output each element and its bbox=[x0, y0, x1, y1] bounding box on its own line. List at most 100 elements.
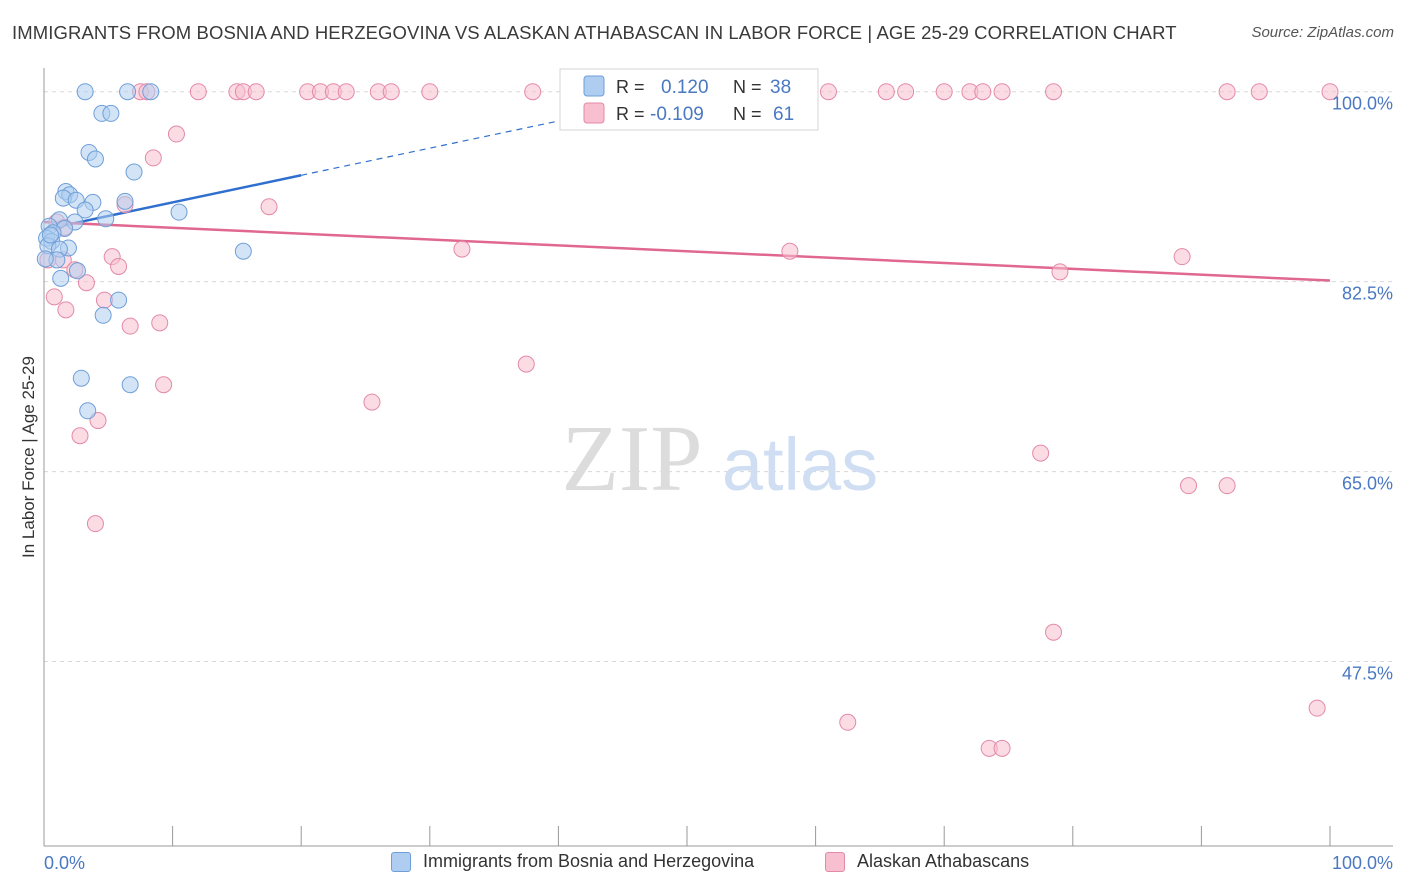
stats-r-value-2: -0.109 bbox=[650, 104, 704, 125]
point-athabascan-40 bbox=[77, 274, 95, 292]
stats-n-label-2: N = bbox=[733, 104, 762, 124]
point-athabascan-21 bbox=[993, 83, 1011, 101]
point-athabascan-15 bbox=[819, 83, 837, 101]
legend-label-athabascan: Alaskan Athabascans bbox=[857, 851, 1030, 871]
point-athabascan-20 bbox=[974, 83, 992, 101]
point-athabascan-60 bbox=[1308, 699, 1326, 717]
y-tick-label-0: 100.0% bbox=[1332, 94, 1393, 114]
point-athabascan-57 bbox=[839, 713, 857, 731]
point-bosnia-0 bbox=[76, 83, 94, 101]
point-athabascan-48 bbox=[155, 376, 173, 394]
series-bosnia-herzegovina bbox=[36, 83, 252, 420]
point-athabascan-25 bbox=[1321, 83, 1339, 101]
point-athabascan-22 bbox=[1045, 83, 1063, 101]
point-athabascan-34 bbox=[1173, 248, 1191, 266]
stats-legend: R = 0.120 N = 38 R = -0.109 N = 61 bbox=[559, 68, 819, 131]
point-athabascan-12 bbox=[421, 83, 439, 101]
y-tick-labels: 100.0% 82.5% 65.0% 47.5% bbox=[1332, 94, 1393, 684]
point-athabascan-11 bbox=[382, 83, 400, 101]
point-athabascan-9 bbox=[337, 83, 355, 101]
point-athabascan-59 bbox=[993, 739, 1011, 757]
stats-legend-blue-swatch bbox=[583, 75, 605, 97]
point-athabascan-41 bbox=[1051, 263, 1069, 281]
point-bosnia-16 bbox=[97, 210, 115, 228]
point-bosnia-37 bbox=[41, 226, 59, 244]
point-athabascan-44 bbox=[57, 301, 75, 319]
point-bosnia-6 bbox=[86, 150, 104, 168]
point-bosnia-33 bbox=[94, 306, 112, 324]
chart-title: IMMIGRANTS FROM BOSNIA AND HERZEGOVINA V… bbox=[12, 22, 1177, 43]
legend-item-athabascan[interactable]: Alaskan Athabascans bbox=[825, 851, 1029, 872]
y-tick-label-3: 47.5% bbox=[1342, 663, 1393, 683]
point-bosnia-13 bbox=[116, 192, 134, 210]
point-athabascan-49 bbox=[363, 393, 381, 411]
point-bosnia-36 bbox=[79, 402, 97, 420]
point-athabascan-17 bbox=[897, 83, 915, 101]
x-tick-labels: 0.0% 100.0% bbox=[44, 853, 1393, 873]
point-athabascan-56 bbox=[1045, 623, 1063, 641]
stats-legend-pink-swatch bbox=[583, 102, 605, 124]
watermark-zip: ZIP bbox=[562, 407, 703, 511]
point-bosnia-32 bbox=[110, 291, 128, 309]
watermark: ZIP atlas bbox=[562, 407, 879, 511]
legend-item-bosnia[interactable]: Immigrants from Bosnia and Herzegovina bbox=[391, 851, 754, 872]
point-athabascan-43 bbox=[95, 291, 113, 309]
y-tick-label-1: 82.5% bbox=[1342, 284, 1393, 304]
y-tick-label-2: 65.0% bbox=[1342, 474, 1393, 494]
point-bosnia-4 bbox=[102, 104, 120, 122]
watermark-atlas: atlas bbox=[722, 423, 878, 506]
point-athabascan-52 bbox=[1032, 444, 1050, 462]
point-athabascan-23 bbox=[1218, 83, 1236, 101]
stats-r-value-1: 0.120 bbox=[661, 77, 709, 98]
point-athabascan-54 bbox=[1218, 477, 1236, 495]
grid-lines bbox=[44, 91, 1393, 662]
point-athabascan-53 bbox=[1180, 477, 1198, 495]
point-athabascan-26 bbox=[167, 125, 185, 143]
point-bosnia-2 bbox=[142, 83, 160, 101]
source-credit: Source: ZipAtlas.com bbox=[1251, 24, 1394, 41]
point-bosnia-31 bbox=[52, 269, 70, 287]
point-bosnia-15 bbox=[170, 203, 188, 221]
stats-n-label-1: N = bbox=[733, 77, 762, 97]
point-athabascan-5 bbox=[247, 83, 265, 101]
legend-swatch-blue bbox=[391, 851, 411, 872]
point-athabascan-45 bbox=[121, 317, 139, 335]
x-tick-label-right: 100.0% bbox=[1332, 853, 1393, 873]
trend-athabascan bbox=[43, 220, 1331, 282]
point-athabascan-42 bbox=[45, 288, 63, 306]
point-athabascan-46 bbox=[151, 314, 169, 332]
y-axis-label: In Labor Force | Age 25-29 bbox=[19, 356, 38, 558]
trend-bosnia bbox=[43, 174, 302, 231]
legend: Immigrants from Bosnia and Herzegovina A… bbox=[0, 851, 1406, 879]
stats-r-label-2: R = bbox=[616, 104, 645, 124]
legend-swatch-pink bbox=[825, 851, 845, 872]
point-athabascan-50 bbox=[89, 412, 107, 430]
point-athabascan-51 bbox=[71, 427, 89, 445]
point-athabascan-16 bbox=[877, 83, 895, 101]
legend-label-bosnia: Immigrants from Bosnia and Herzegovina bbox=[423, 851, 755, 871]
point-athabascan-33 bbox=[781, 242, 799, 260]
point-bosnia-35 bbox=[121, 376, 139, 394]
point-athabascan-38 bbox=[110, 257, 128, 275]
point-athabascan-55 bbox=[86, 515, 104, 533]
point-athabascan-29 bbox=[260, 198, 278, 216]
point-bosnia-30 bbox=[68, 262, 86, 280]
point-athabascan-18 bbox=[935, 83, 953, 101]
point-bosnia-29 bbox=[36, 250, 54, 268]
point-bosnia-7 bbox=[125, 163, 143, 181]
point-bosnia-34 bbox=[72, 369, 90, 387]
point-bosnia-14 bbox=[76, 201, 94, 219]
point-athabascan-13 bbox=[524, 83, 542, 101]
x-tick-label-left: 0.0% bbox=[44, 853, 85, 873]
point-athabascan-32 bbox=[453, 240, 471, 258]
stats-r-label-1: R = bbox=[616, 77, 645, 97]
point-bosnia-1 bbox=[119, 83, 137, 101]
point-athabascan-47 bbox=[517, 355, 535, 373]
point-bosnia-27 bbox=[234, 242, 252, 260]
stats-n-value-1: 38 bbox=[770, 77, 791, 98]
point-athabascan-2 bbox=[189, 83, 207, 101]
point-athabascan-24 bbox=[1250, 83, 1268, 101]
point-athabascan-27 bbox=[144, 149, 162, 167]
axes bbox=[43, 68, 1393, 847]
